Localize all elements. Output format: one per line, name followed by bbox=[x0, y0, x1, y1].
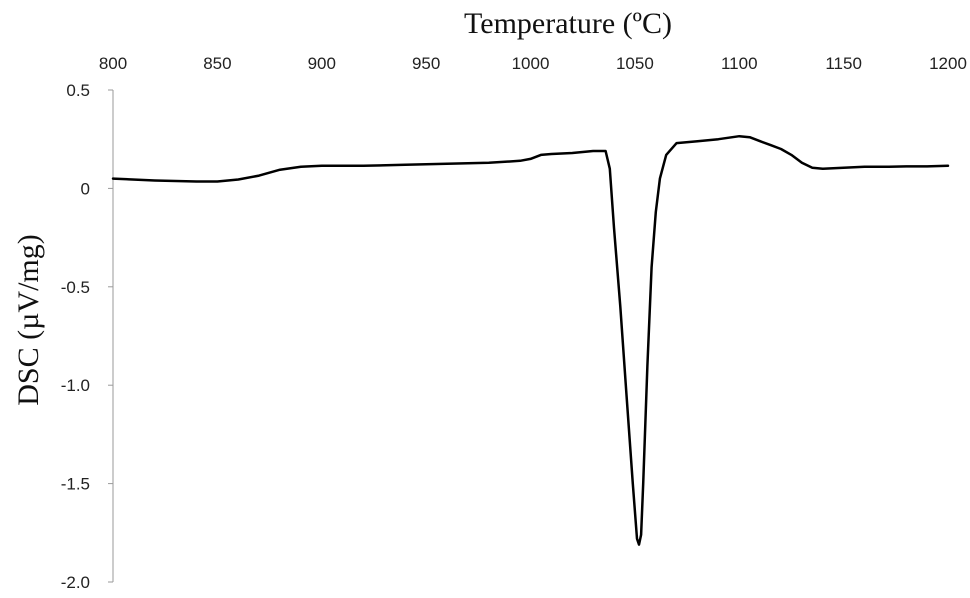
x-axis-ticks: 800 850 900 950 1000 1050 1100 1150 1200 bbox=[99, 54, 967, 73]
y-tick-label: -1.0 bbox=[61, 376, 90, 395]
y-tick-label: 0 bbox=[81, 179, 90, 198]
y-tick-label: -2.0 bbox=[61, 573, 90, 592]
x-tick-label: 850 bbox=[203, 54, 231, 73]
y-tick-label: -0.5 bbox=[61, 278, 90, 297]
x-tick-label: 900 bbox=[308, 54, 336, 73]
x-tick-label: 1200 bbox=[929, 54, 967, 73]
x-tick-label: 950 bbox=[412, 54, 440, 73]
y-tick-label: -1.5 bbox=[61, 475, 90, 494]
dsc-series-line bbox=[111, 134, 950, 546]
series-group bbox=[111, 134, 950, 546]
y-axis-title: DSC (µV/mg) bbox=[12, 234, 45, 405]
x-tick-label: 1150 bbox=[825, 54, 862, 73]
x-tick-label: 1000 bbox=[512, 54, 550, 73]
y-axis-ticks: 0.5 0 -0.5 -1.0 -1.5 -2.0 bbox=[61, 81, 113, 592]
x-tick-label: 1100 bbox=[721, 54, 758, 73]
x-tick-label: 1050 bbox=[616, 54, 654, 73]
x-axis-title: Temperature (ºC) bbox=[464, 7, 672, 40]
y-tick-label: 0.5 bbox=[66, 81, 90, 100]
x-tick-label: 800 bbox=[99, 54, 127, 73]
